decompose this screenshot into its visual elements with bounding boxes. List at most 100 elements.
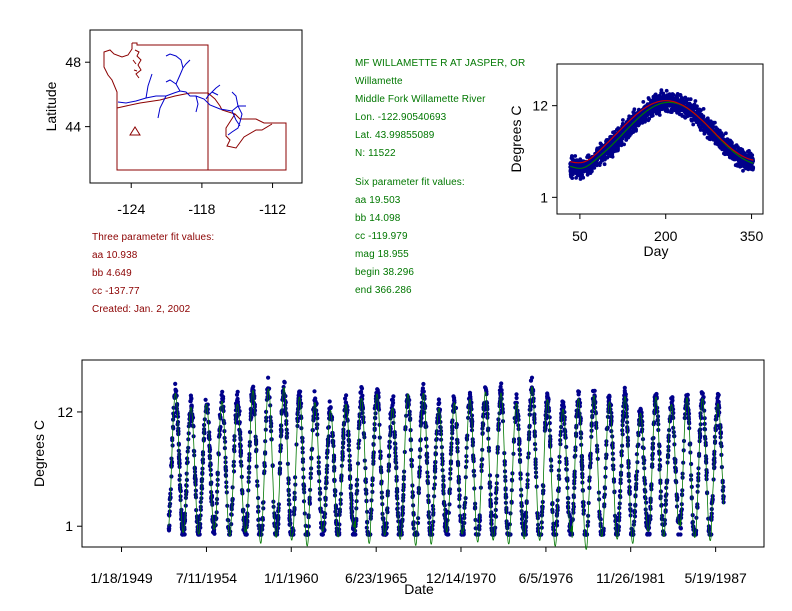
seasonal-point xyxy=(736,145,740,150)
timeseries-point xyxy=(647,531,652,536)
timeseries-point xyxy=(678,526,684,531)
timeseries-point xyxy=(173,389,178,394)
seasonal-point xyxy=(711,137,716,142)
timeseries-point xyxy=(451,394,456,399)
seasonal-point xyxy=(674,94,679,99)
seasonal-point xyxy=(716,139,720,144)
station-marker xyxy=(129,126,141,136)
timeseries-point xyxy=(609,429,614,434)
seasonal-point xyxy=(614,148,619,153)
seasonal-point xyxy=(570,154,574,158)
seasonal-point xyxy=(611,146,616,151)
timeseries-point xyxy=(463,496,468,501)
timeseries-point xyxy=(188,393,193,398)
x-tick-label: 200 xyxy=(654,228,678,244)
timeseries-point xyxy=(357,438,362,443)
seasonal-point xyxy=(632,107,637,112)
seasonal-point xyxy=(701,107,706,111)
timeseries-point xyxy=(315,416,320,421)
timeseries-point xyxy=(415,532,420,537)
seasonal-point xyxy=(672,108,677,112)
timeseries-point xyxy=(514,404,519,409)
seasonal-point xyxy=(709,121,713,126)
timeseries-point xyxy=(444,531,449,537)
timeseries-point xyxy=(364,525,369,530)
timeseries-point xyxy=(515,412,520,417)
seasonal-fit-three-param xyxy=(570,100,754,164)
timeseries-point xyxy=(715,394,721,399)
timeseries-point xyxy=(190,423,195,428)
timeseries-point xyxy=(328,405,333,410)
timeseries-point xyxy=(360,410,365,415)
seasonal-point xyxy=(646,118,651,123)
seasonal-point xyxy=(737,148,742,153)
seasonal-point xyxy=(679,112,684,117)
seasonal-point xyxy=(693,104,697,109)
timeseries-point xyxy=(235,399,240,404)
timeseries-point xyxy=(233,420,239,425)
seasonal-point xyxy=(705,116,710,121)
timeseries-point xyxy=(689,461,694,467)
timeseries-point xyxy=(188,399,193,404)
timeseries-point xyxy=(175,414,181,419)
seasonal-point xyxy=(615,145,620,150)
timeseries-point xyxy=(421,381,426,387)
timeseries-point xyxy=(498,384,503,389)
timeseries-point xyxy=(514,392,519,397)
timeseries-point xyxy=(621,415,626,420)
timeseries-point xyxy=(202,431,207,436)
seasonal-point xyxy=(692,118,697,122)
timeseries-point xyxy=(718,430,724,435)
seasonal-point xyxy=(727,141,731,146)
map-coast-detail xyxy=(132,49,142,79)
timeseries-point xyxy=(185,456,190,461)
timeseries-point xyxy=(388,416,393,421)
timeseries-point xyxy=(283,403,288,408)
seasonal-point xyxy=(745,166,749,170)
seasonal-point xyxy=(569,173,574,178)
seasonal-point xyxy=(618,140,622,145)
seasonal-point xyxy=(634,129,638,133)
timeseries-point xyxy=(237,427,242,432)
timeseries-point xyxy=(430,503,435,509)
seasonal-point xyxy=(641,100,646,104)
seasonal-point xyxy=(650,98,655,103)
timeseries-point xyxy=(389,397,395,402)
timeseries-point xyxy=(622,388,627,393)
timeseries-point xyxy=(177,477,182,482)
timeseries-point xyxy=(181,529,186,534)
timeseries-point xyxy=(473,526,478,531)
seasonal-point xyxy=(741,168,745,173)
y-tick-label: 1 xyxy=(540,189,548,205)
timeseries-point xyxy=(235,389,240,394)
timeseries-point xyxy=(343,400,348,405)
seasonal-point xyxy=(691,122,696,127)
timeseries-point xyxy=(344,393,349,398)
timeseries-point xyxy=(312,398,317,403)
x-tick-label: -118 xyxy=(188,201,215,217)
timeseries-point xyxy=(716,409,722,415)
timeseries-point xyxy=(243,532,248,537)
timeseries-point xyxy=(562,421,567,426)
seasonal-point xyxy=(683,115,688,120)
timeseries-point xyxy=(492,513,498,518)
seasonal-point xyxy=(730,155,735,159)
seasonal-point xyxy=(670,95,675,100)
seasonal-point xyxy=(649,114,654,118)
seasonal-point xyxy=(659,107,664,112)
seasonal-point xyxy=(646,96,651,100)
timeseries-point xyxy=(592,388,597,393)
timeseries-point xyxy=(607,394,612,399)
seasonal-point xyxy=(666,102,671,107)
seasonal-point xyxy=(576,172,581,176)
seasonal-point xyxy=(668,110,673,114)
timeseries-point xyxy=(567,514,573,519)
timeseries-point xyxy=(671,425,676,430)
seasonal-point xyxy=(602,155,607,160)
timeseries-point xyxy=(405,405,410,410)
timeseries-point xyxy=(679,507,685,512)
seasonal-point xyxy=(683,108,687,113)
